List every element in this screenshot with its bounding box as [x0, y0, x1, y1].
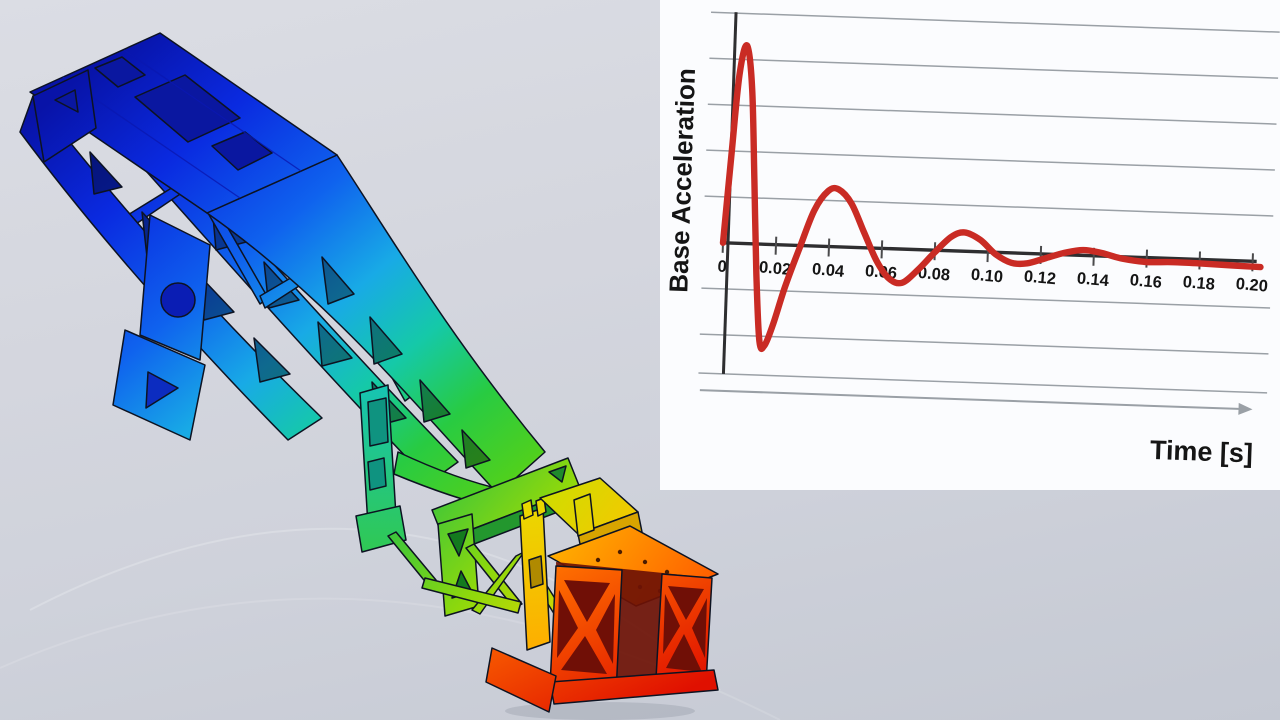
- x-tick-label: 0.08: [917, 264, 951, 285]
- deck-cutout: [94, 56, 146, 88]
- gridline: [704, 195, 1274, 217]
- truss-web-hole: [419, 379, 451, 423]
- truss-web-hole: [369, 316, 403, 365]
- acceleration-chart: 0 0.02 0.04 0.06 0.08 0.10 0.12 0.14 0.16 0.18 0.2…: [663, 11, 1280, 469]
- gridline: [701, 287, 1271, 309]
- x-tick-label: 0.20: [1235, 275, 1269, 296]
- y-axis-title: Base Acceleration: [663, 68, 701, 293]
- x-axis-title: Time [s]: [1149, 435, 1253, 469]
- lattice-rail: [421, 577, 522, 614]
- axis-arrow-line: [699, 389, 1239, 410]
- truss-web-hole: [461, 429, 491, 469]
- gridline: [706, 149, 1275, 171]
- x-brace-cutout: [447, 528, 469, 557]
- post-cap: [521, 499, 534, 520]
- truss-web-hole: [253, 337, 291, 383]
- x-tick-label: 0.10: [970, 266, 1004, 287]
- x-tick-label: 0.16: [1129, 271, 1163, 292]
- x-panel-cutouts: [663, 586, 707, 672]
- axis-arrow-head: [1238, 402, 1253, 415]
- truss-web-hole: [321, 256, 355, 305]
- x-tick: [774, 236, 778, 255]
- x-tick: [827, 238, 831, 257]
- x-tick-label: 0.04: [811, 260, 845, 281]
- lug-hole: [160, 282, 196, 318]
- base-flange: [485, 647, 557, 713]
- gridline: [711, 11, 1280, 33]
- post-cutout: [367, 397, 389, 447]
- foot-strut: [387, 531, 437, 586]
- ground-shadow: [505, 702, 695, 720]
- gridline: [698, 372, 1268, 394]
- truss-web-hole: [317, 321, 353, 367]
- x-tick: [880, 240, 884, 259]
- x-tick-label: 0.12: [1023, 268, 1057, 289]
- deck-cutout: [134, 74, 241, 143]
- x-tick-label: 0.14: [1076, 269, 1110, 290]
- truss-group: [19, 32, 719, 713]
- truss-web-hole: [89, 151, 123, 195]
- x-tick-label: 0: [717, 257, 728, 276]
- saddle-slat: [573, 493, 595, 537]
- end-plate-hole: [54, 89, 79, 113]
- post-cutout: [528, 555, 544, 589]
- chart-panel: 0 0.02 0.04 0.06 0.08 0.10 0.12 0.14 0.16 0.18 0.2…: [660, 0, 1280, 490]
- x-tick-label: 0.02: [758, 258, 792, 279]
- crossbeam-hole: [548, 465, 567, 483]
- gridline: [707, 103, 1277, 125]
- bracket-hole: [145, 371, 179, 409]
- gridline: [709, 57, 1279, 79]
- x-tick-label: 0.18: [1182, 273, 1216, 294]
- end-plate: [32, 69, 97, 163]
- gridline: [699, 333, 1269, 355]
- acceleration-curve: [719, 42, 1264, 353]
- x-panel-cutouts: [557, 580, 615, 674]
- chart-rotated-group: 0 0.02 0.04 0.06 0.08 0.10 0.12 0.14 0.16 0.18 0.2…: [663, 11, 1280, 469]
- post-cutout: [367, 457, 387, 491]
